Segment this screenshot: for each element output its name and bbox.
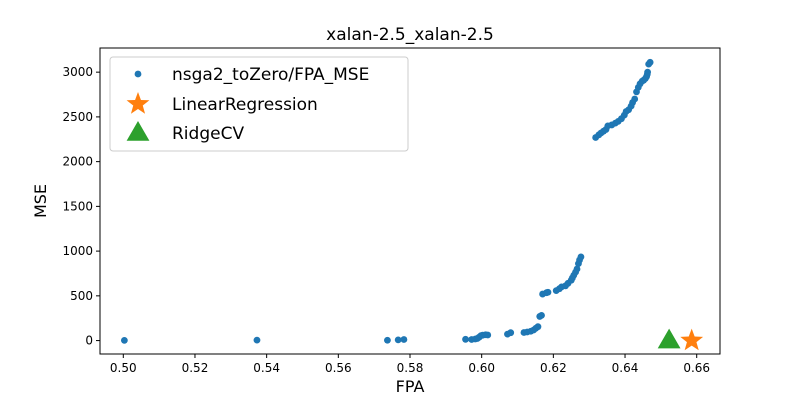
legend-symbol-star (126, 92, 150, 114)
legend-marker-star (126, 92, 150, 114)
x-tick-label: 0.60 (468, 361, 495, 375)
x-tick-label: 0.66 (683, 361, 710, 375)
plot-area-frame (99, 47, 721, 355)
x-tick-label: 0.54 (253, 361, 280, 375)
data-point-circle (507, 329, 515, 337)
y-axis-title: MSE (31, 184, 50, 218)
data-point-circle (646, 58, 654, 66)
x-tick-label: 0.64 (612, 361, 639, 375)
data-point-circle (462, 335, 469, 343)
data-point-star (680, 328, 704, 351)
data-point-circle (384, 336, 391, 344)
legend-label-series-1: nsga2_toZero/FPA_MSE (172, 65, 369, 85)
data-point-circle (644, 68, 652, 76)
legend-label-series-3: RidgeCV (172, 124, 244, 144)
legend-symbol-circle (134, 70, 142, 78)
legend-marker-triangle (126, 121, 150, 141)
y-tick-label: 3000 (62, 65, 93, 79)
plot-marks (120, 58, 704, 351)
data-point-circle (534, 323, 542, 331)
data-point-circle (400, 336, 408, 343)
data-point-circle (577, 253, 585, 261)
x-tick-label: 0.56 (325, 361, 352, 375)
x-tick-label: 0.50 (110, 361, 137, 375)
legend-label-series-2: LinearRegression (172, 95, 318, 115)
x-axis-title: FPA (396, 377, 425, 396)
data-point-triangle (657, 328, 681, 349)
x-axis-ticks: 0.50 0.52 0.54 0.56 0.58 0.60 0.62 0.64 0.66 (110, 354, 710, 375)
y-tick-label: 2500 (62, 110, 93, 124)
data-point-circle (538, 311, 545, 319)
x-tick-label: 0.62 (540, 361, 567, 375)
data-point-circle (544, 288, 552, 296)
legend-symbol-triangle (126, 121, 150, 141)
data-point-circle (484, 331, 492, 339)
x-tick-label: 0.58 (397, 361, 424, 375)
y-tick-label: 1500 (62, 199, 93, 213)
y-tick-label: 1000 (62, 244, 93, 258)
y-tick-label: 0 (85, 334, 93, 348)
data-point-circle (120, 337, 128, 344)
y-tick-label: 2000 (62, 155, 93, 169)
legend-frame (109, 56, 409, 152)
data-point-circle (631, 95, 639, 103)
data-point-circle (573, 265, 581, 273)
data-point-circle (394, 336, 402, 344)
y-axis-ticks: 0 500 1000 1500 2000 2500 3000 (62, 65, 100, 348)
y-tick-label: 500 (70, 289, 93, 303)
x-tick-label: 0.52 (182, 361, 209, 375)
chart-title: xalan-2.5_xalan-2.5 (326, 25, 494, 45)
data-point-circle (253, 336, 261, 344)
legend-marker-circle (134, 70, 142, 78)
legend: nsga2_toZero/FPA_MSE LinearRegression Ri… (109, 56, 409, 152)
